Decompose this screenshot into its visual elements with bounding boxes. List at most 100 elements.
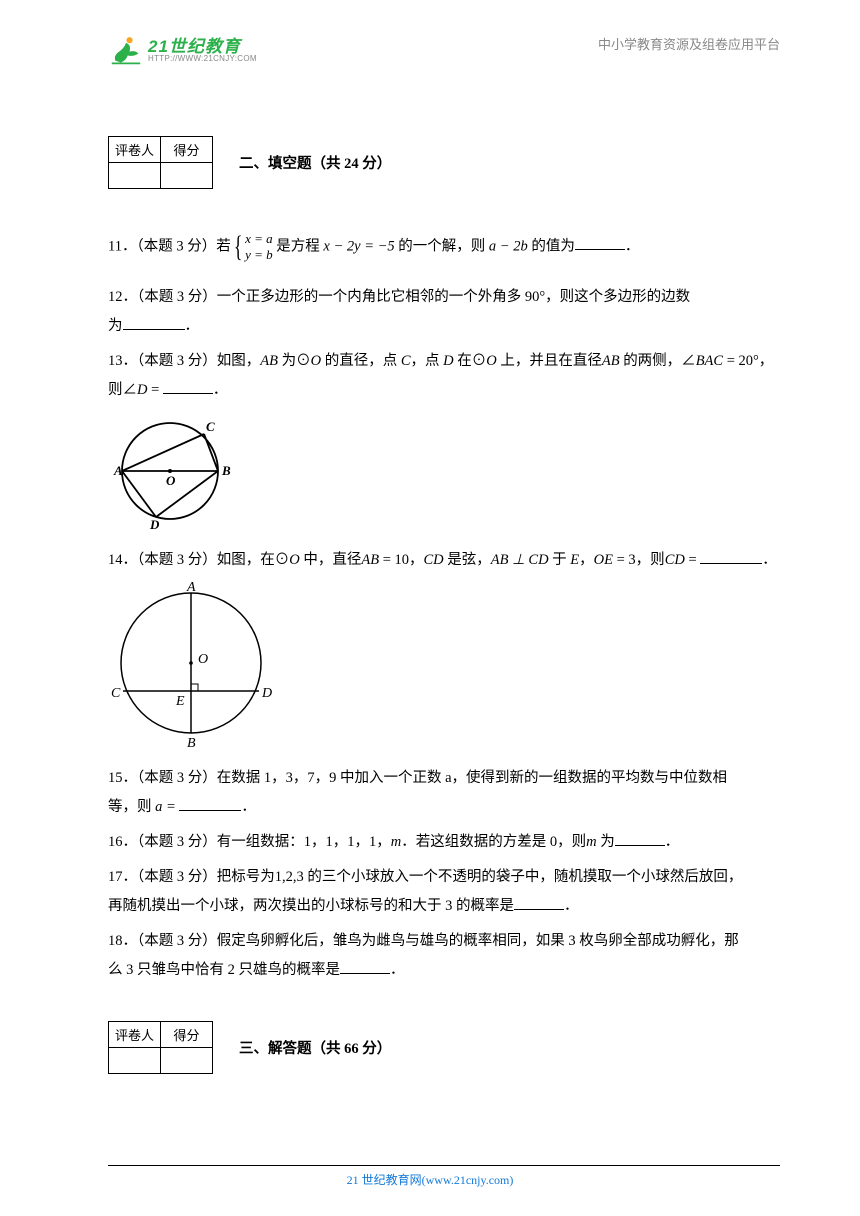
score-table: 评卷人 得分 [108,136,213,189]
q12-line2-prefix: 为 [108,318,123,334]
q17-end: ． [564,898,579,914]
q11-prefix: 11．（本题 3 分）若 [108,238,231,254]
q16-m1: m [391,834,401,850]
q13-O1: O [311,353,321,369]
q13-AB2: AB [602,353,620,369]
svg-text:C: C [206,419,215,434]
q11-mid1: 是方程 [276,238,320,254]
q15-line2-prefix: 等，则 [108,799,152,815]
q13-blank [163,380,213,395]
q11-expr2: a − 2b [485,238,531,254]
q11-suffix: 的值为 [531,238,575,254]
q16-c: 为 [597,834,615,850]
q14-b: 中，直径 [300,552,362,568]
q15-expr: a = [152,799,180,815]
section-3-title: 三、解答题（共 66 分） [239,1037,391,1058]
q13-g: 的两侧，∠ [620,353,696,369]
q13-b: 为⊙ [278,353,311,369]
q13-AB1: AB [260,353,278,369]
svg-text:E: E [175,694,185,709]
svg-text:O: O [166,473,176,488]
q11-expr: x − 2y = −5 [320,238,398,254]
q14-g: = 3，则 [613,552,665,568]
q14-blank [700,550,762,565]
q18-end: ． [390,962,405,978]
question-11: 11．（本题 3 分）若{x = ay = b 是方程 x − 2y = −5 … [108,217,780,277]
q11-end: ． [625,238,640,254]
score3-col1: 评卷人 [109,1022,161,1048]
q13-C: C [401,353,411,369]
score3-blank2 [161,1048,213,1074]
q18-line2-prefix: 么 3 只雏鸟中恰有 2 只雄鸟的概率是 [108,962,340,978]
footer-divider [108,1165,780,1166]
q12-end: ． [185,318,200,334]
question-18: 18．（本题 3 分）假定鸟卵孵化后，雏鸟为雌鸟与雄鸟的概率相同，如果 3 枚鸟… [108,927,780,985]
score3-blank1 [109,1048,161,1074]
svg-text:C: C [111,686,121,701]
q16-b: ．若这组数据的方差是 0，则 [401,834,586,850]
page: 21世纪教育 HTTP://WWW:21CNJY:COM 中小学教育资源及组卷应… [0,0,860,1100]
q14-e: 于 [549,552,571,568]
svg-text:O: O [198,652,208,667]
q18-blank [340,960,390,975]
logo-cn: 21世纪教育 [148,38,257,55]
q14-perp: AB ⊥ CD [491,552,549,568]
q11-mid2: 的一个解，则 [398,238,485,254]
q13-d: ，点 [411,353,444,369]
score-col2: 得分 [161,137,213,163]
score-table-3: 评卷人 得分 [108,1021,213,1074]
q16-end: ． [665,834,680,850]
score-col1: 评卷人 [109,137,161,163]
logo-text: 21世纪教育 HTTP://WWW:21CNJY:COM [148,38,257,63]
q14-CD1: CD [424,552,444,568]
q13-e: 在⊙ [454,353,487,369]
svg-text:B: B [187,736,196,749]
question-13: 13．（本题 3 分）如图，AB 为⊙O 的直径，点 C，点 D 在⊙O 上，并… [108,347,780,405]
q12-line1: 12．（本题 3 分）一个正多边形的一个内角比它相邻的一个外角多 90°，则这个… [108,289,690,305]
q16-a: 16．（本题 3 分）有一组数据：1，1，1，1， [108,834,391,850]
q17-line2-prefix: 再随机摸出一个小球，两次摸出的小球标号的和大于 3 的概率是 [108,898,514,914]
runner-icon [108,34,144,66]
q14-O: O [289,552,299,568]
page-header: 21世纪教育 HTTP://WWW:21CNJY:COM 中小学教育资源及组卷应… [108,34,780,66]
q11-eq-top: x = a [245,231,273,246]
section-3-header: 评卷人 得分 三、解答题（共 66 分） [108,1021,780,1074]
q13-BAC: BAC [696,353,723,369]
q16-m2: m [586,834,596,850]
question-16: 16．（本题 3 分）有一组数据：1，1，1，1，m．若这组数据的方差是 0，则… [108,828,780,857]
question-14: 14．（本题 3 分）如图，在⊙O 中，直径AB = 10，CD 是弦，AB ⊥… [108,546,780,575]
q14-OE: OE [594,552,613,568]
q14-end: ． [762,552,777,568]
page-footer: 21 世纪教育网(www.21cnjy.com) [0,1171,860,1188]
q15-line1: 15．（本题 3 分）在数据 1，3，7，9 中加入一个正数 a，使得到新的一组… [108,770,727,786]
q15-end: ． [241,799,256,815]
q17-blank [514,896,564,911]
figure-13: A B C D O [108,411,780,536]
score-blank2 [161,163,213,189]
svg-text:B: B [221,463,231,478]
logo: 21世纪教育 HTTP://WWW:21CNJY:COM [108,34,257,66]
q13-D2: D [137,382,147,398]
q13-c: 的直径，点 [321,353,401,369]
q13-O2: O [486,353,496,369]
q13-end: ． [213,382,228,398]
section-2-title: 二、填空题（共 24 分） [239,152,391,173]
q15-blank [179,797,241,812]
q18-line1: 18．（本题 3 分）假定鸟卵孵化后，雏鸟为雌鸟与雄鸟的概率相同，如果 3 枚鸟… [108,933,739,949]
q13-f: 上，并且在直径 [497,353,602,369]
q14-E: E [570,552,579,568]
q14-CD2: CD [665,552,685,568]
q14-AB: AB [361,552,379,568]
question-12: 12．（本题 3 分）一个正多边形的一个内角比它相邻的一个外角多 90°，则这个… [108,283,780,341]
svg-text:A: A [113,463,123,478]
q14-f: ， [579,552,594,568]
svg-text:D: D [149,517,160,531]
svg-text:A: A [186,581,196,595]
brace-icon: { [234,217,243,277]
q16-blank [615,832,665,847]
q11-system: x = ay = b [245,231,273,262]
q17-line1: 17．（本题 3 分）把标号为1,2,3 的三个小球放入一个不透明的袋子中，随机… [108,869,742,885]
q14-d: 是弦， [444,552,491,568]
q14-c: = 10， [379,552,423,568]
logo-en: HTTP://WWW:21CNJY:COM [148,55,257,63]
